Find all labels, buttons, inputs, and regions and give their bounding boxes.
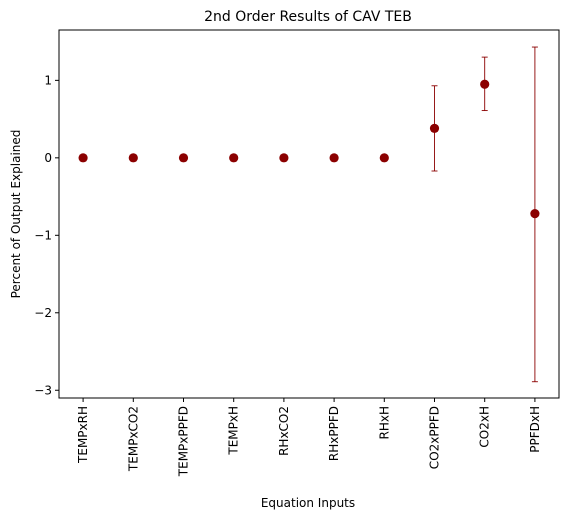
- y-tick-label: −1: [34, 228, 52, 242]
- data-point: [229, 153, 239, 163]
- chart-title: 2nd Order Results of CAV TEB: [204, 9, 412, 25]
- y-tick-label: −2: [34, 306, 52, 320]
- x-axis-label: Equation Inputs: [261, 496, 355, 510]
- data-point: [429, 123, 440, 133]
- x-tick-label: RHxH: [377, 406, 391, 440]
- plot-area-frame: [58, 29, 560, 399]
- x-tick-label: CO2xH: [478, 406, 492, 448]
- data-point: [379, 153, 389, 163]
- x-tick-label: TEMPxRH: [76, 406, 90, 464]
- data-point: [78, 153, 88, 163]
- x-tick-label: TEMPxPPFD: [176, 406, 190, 477]
- y-tick-label: −3: [34, 383, 52, 397]
- y-tick-label: 1: [44, 73, 52, 87]
- data-point: [128, 153, 138, 163]
- x-tick-label: TEMPxH: [227, 406, 241, 456]
- y-axis-label: Percent of Output Explained: [9, 130, 23, 299]
- y-axis: −3 −2 −1 0 1: [34, 73, 59, 397]
- x-tick-label: PPFDxH: [528, 406, 542, 453]
- x-tick-label: RHxCO2: [277, 406, 291, 456]
- data-point: [329, 153, 339, 163]
- x-tick-label: RHxPPFD: [327, 406, 341, 461]
- data-point: [530, 209, 540, 219]
- y-tick-label: 0: [44, 151, 52, 165]
- data-point: [279, 153, 289, 163]
- x-axis: TEMPxRH TEMPxCO2 TEMPxPPFD TEMPxH RHxCO2 RHxP…: [76, 398, 542, 477]
- x-tick-label: TEMPxCO2: [126, 406, 140, 472]
- x-tick-label: CO2xPPFD: [428, 406, 442, 469]
- data-point: [480, 79, 490, 89]
- data-point: [178, 153, 189, 163]
- data-series: [78, 46, 540, 383]
